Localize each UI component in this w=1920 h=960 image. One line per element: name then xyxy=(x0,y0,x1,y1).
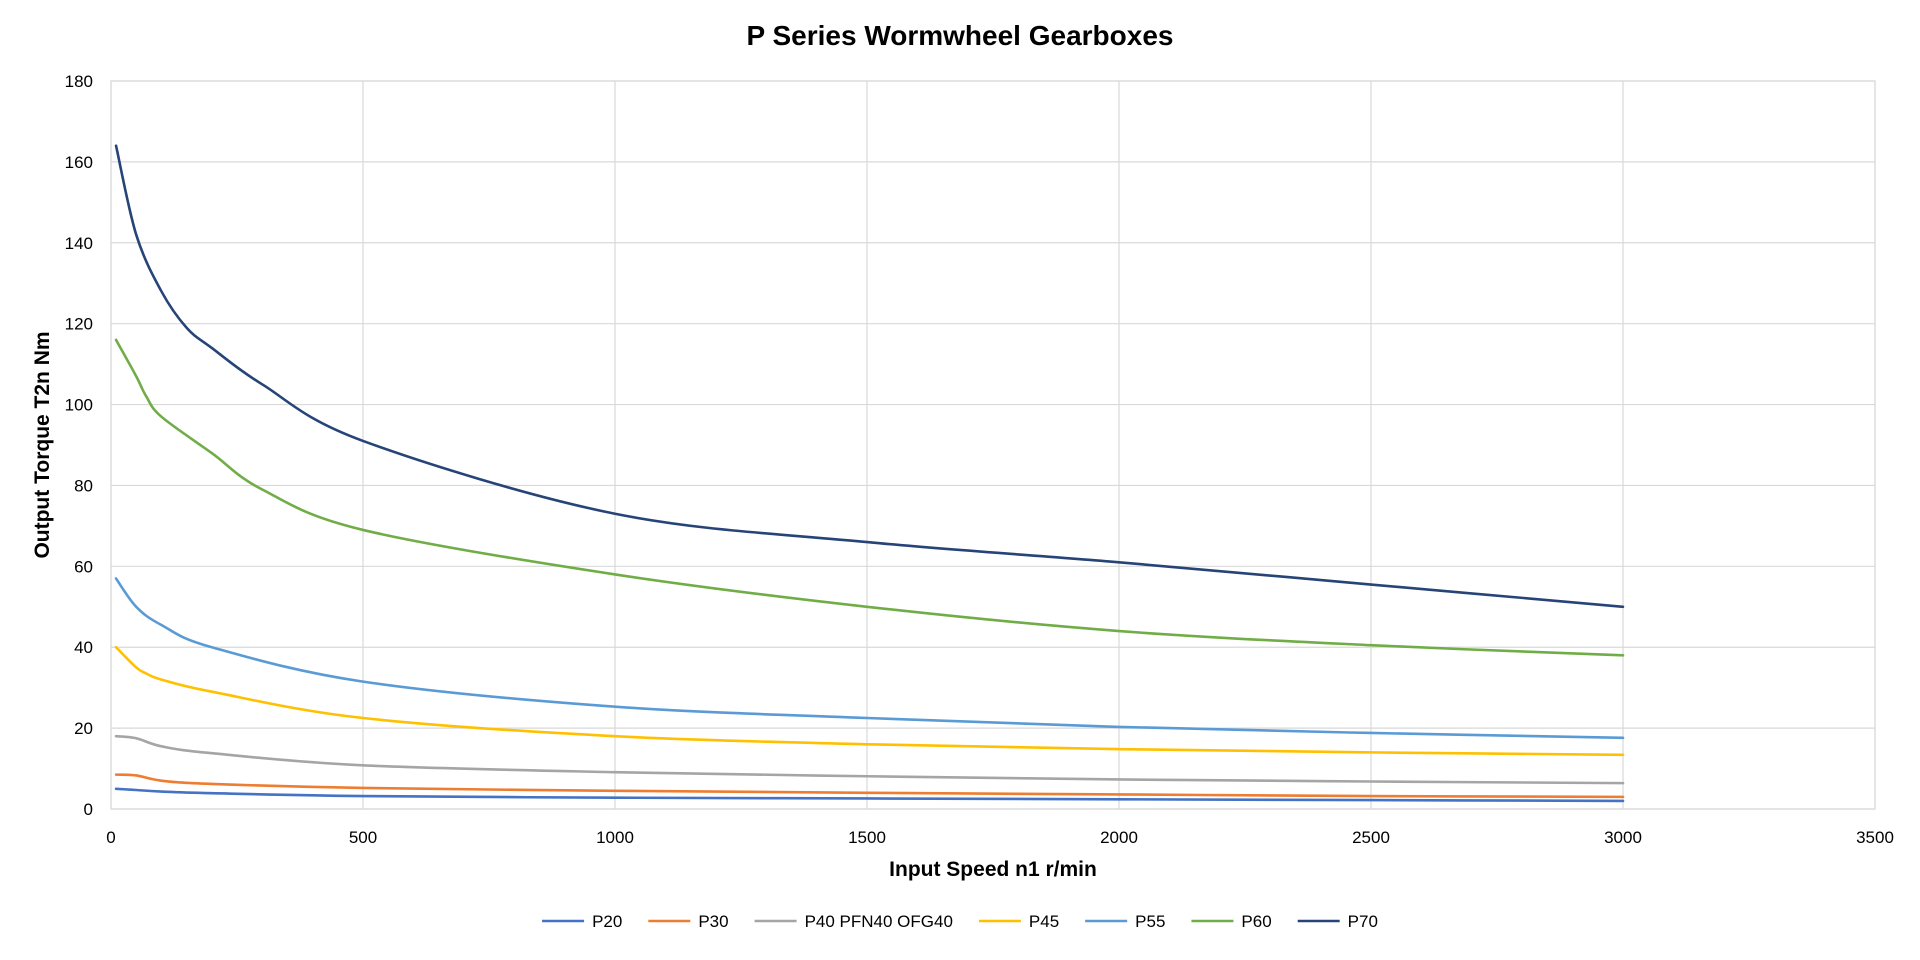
plot-frame xyxy=(110,80,1876,810)
legend-label: P40 PFN40 OFG40 xyxy=(805,912,953,931)
x-tick-label: 1500 xyxy=(848,828,886,847)
legend-label: P20 xyxy=(592,912,622,931)
x-tick-label: 500 xyxy=(349,828,377,847)
legend-item-p70: P70 xyxy=(1297,912,1378,931)
x-tick-label: 3000 xyxy=(1604,828,1642,847)
legend-label: P60 xyxy=(1241,912,1271,931)
y-tick-label: 160 xyxy=(65,153,93,172)
chart-title: P Series Wormwheel Gearboxes xyxy=(747,20,1174,51)
y-axis-title: Output Torque T2n Nm xyxy=(31,331,54,558)
x-axis-title: Input Speed n1 r/min xyxy=(889,858,1097,881)
y-tick-label: 40 xyxy=(74,638,93,657)
x-tick-label: 2500 xyxy=(1352,828,1390,847)
legend-item-p55: P55 xyxy=(1085,912,1165,931)
series-line-p40-pfn40-ofg40 xyxy=(114,734,1625,785)
x-axis-ticks: 0 500 1000 1500 2000 2500 3000 3500 xyxy=(106,828,1894,847)
series-line-p45 xyxy=(114,645,1625,757)
legend-label: P45 xyxy=(1029,912,1059,931)
legend-item-p60: P60 xyxy=(1191,912,1272,931)
legend-label: P70 xyxy=(1348,912,1378,931)
x-tick-label: 3500 xyxy=(1856,828,1894,847)
legend-item-p20: P20 xyxy=(542,912,622,931)
series-line-p20 xyxy=(114,787,1625,803)
series-lines xyxy=(114,144,1625,803)
y-tick-label: 60 xyxy=(74,557,93,576)
y-tick-label: 140 xyxy=(65,234,93,253)
series-line-p60 xyxy=(114,338,1625,657)
legend-label: P30 xyxy=(698,912,728,931)
legend-item-p45: P45 xyxy=(978,912,1059,931)
y-tick-label: 0 xyxy=(84,800,93,819)
y-tick-label: 120 xyxy=(65,315,93,334)
y-tick-label: 100 xyxy=(65,396,93,415)
y-tick-label: 80 xyxy=(74,476,93,495)
series-line-p70 xyxy=(114,144,1625,609)
legend-item-p30: P30 xyxy=(648,912,729,931)
x-tick-label: 0 xyxy=(106,828,115,847)
series-line-p55 xyxy=(114,577,1625,740)
legend-item-p40-pfn40-ofg40: P40 PFN40 OFG40 xyxy=(754,912,953,931)
legend: P20 P30 P40 PFN40 OFG40 P45 P55 P60 P70 xyxy=(542,912,1378,931)
x-tick-label: 2000 xyxy=(1100,828,1138,847)
y-tick-label: 20 xyxy=(74,719,93,738)
y-tick-label: 180 xyxy=(65,72,93,91)
series-line-p30 xyxy=(114,773,1625,799)
legend-label: P55 xyxy=(1135,912,1165,931)
y-axis-ticks: 0 20 40 60 80 100 120 140 160 180 xyxy=(65,72,93,819)
x-tick-label: 1000 xyxy=(596,828,634,847)
